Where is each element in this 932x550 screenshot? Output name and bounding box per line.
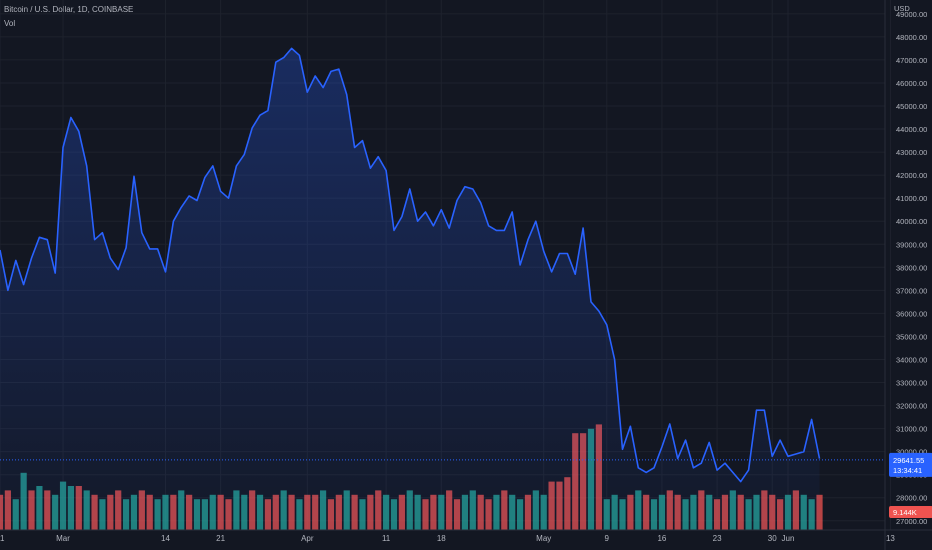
y-tick-label: 34000.00	[896, 355, 927, 364]
x-tick-label: 16	[657, 534, 666, 543]
price-area	[0, 47, 885, 531]
x-tick-label: May	[536, 534, 551, 543]
y-tick-label: 47000.00	[896, 56, 927, 65]
chart-title: Bitcoin / U.S. Dollar, 1D, COINBASE	[4, 5, 134, 14]
y-tick-label: 40000.00	[896, 217, 927, 226]
y-tick-label: 36000.00	[896, 309, 927, 318]
volume-bar	[816, 494, 823, 530]
currency-label: USD	[894, 4, 910, 13]
last-price-tag	[889, 452, 932, 477]
x-tick-label: 14	[161, 534, 170, 543]
x-tick-label: Apr	[301, 534, 314, 543]
volume-value-tag	[889, 506, 932, 518]
y-tick-label: 42000.00	[896, 171, 927, 180]
y-tick-label: 33000.00	[896, 379, 927, 388]
x-tick-label: 21	[216, 534, 225, 543]
last-price-label: 29641.55	[893, 456, 924, 465]
volume-value-label: 9.144K	[893, 508, 917, 517]
y-tick-label: 48000.00	[896, 33, 927, 42]
x-tick-label: 23	[713, 534, 722, 543]
price-line	[0, 47, 821, 483]
x-tick-label: Mar	[56, 534, 70, 543]
price-area-fill	[0, 48, 820, 531]
countdown-label: 13:34:41	[893, 466, 922, 475]
x-tick-label: 9	[605, 534, 610, 543]
chart-legend: Bitcoin / U.S. Dollar, 1D, COINBASE Vol	[4, 3, 133, 31]
y-tick-label: 28000.00	[896, 494, 927, 503]
y-tick-label: 43000.00	[896, 148, 927, 157]
volume-label: Vol	[4, 19, 16, 28]
x-tick-label: 30	[768, 534, 777, 543]
x-tick-label: 21	[0, 534, 5, 543]
y-tick-label: 30000.00	[896, 448, 927, 457]
y-tick-label: 49000.00	[896, 10, 927, 19]
y-tick-label: 31000.00	[896, 425, 927, 434]
y-tick-label: 27000.00	[896, 517, 927, 526]
y-tick-label: 38000.00	[896, 263, 927, 272]
y-tick-label: 32000.00	[896, 402, 927, 411]
y-tick-label: 35000.00	[896, 332, 927, 341]
y-tick-label: 46000.00	[896, 79, 927, 88]
y-tick-label: 41000.00	[896, 194, 927, 203]
y-tick-label: 39000.00	[896, 240, 927, 249]
y-tick-label: 37000.00	[896, 286, 927, 295]
x-tick-label: 13	[886, 534, 895, 543]
x-tick-label: 18	[437, 534, 446, 543]
x-tick-label: Jun	[782, 534, 795, 543]
x-tick-label: 11	[382, 534, 391, 543]
y-tick-label: 44000.00	[896, 125, 927, 134]
y-tick-label: 45000.00	[896, 102, 927, 111]
